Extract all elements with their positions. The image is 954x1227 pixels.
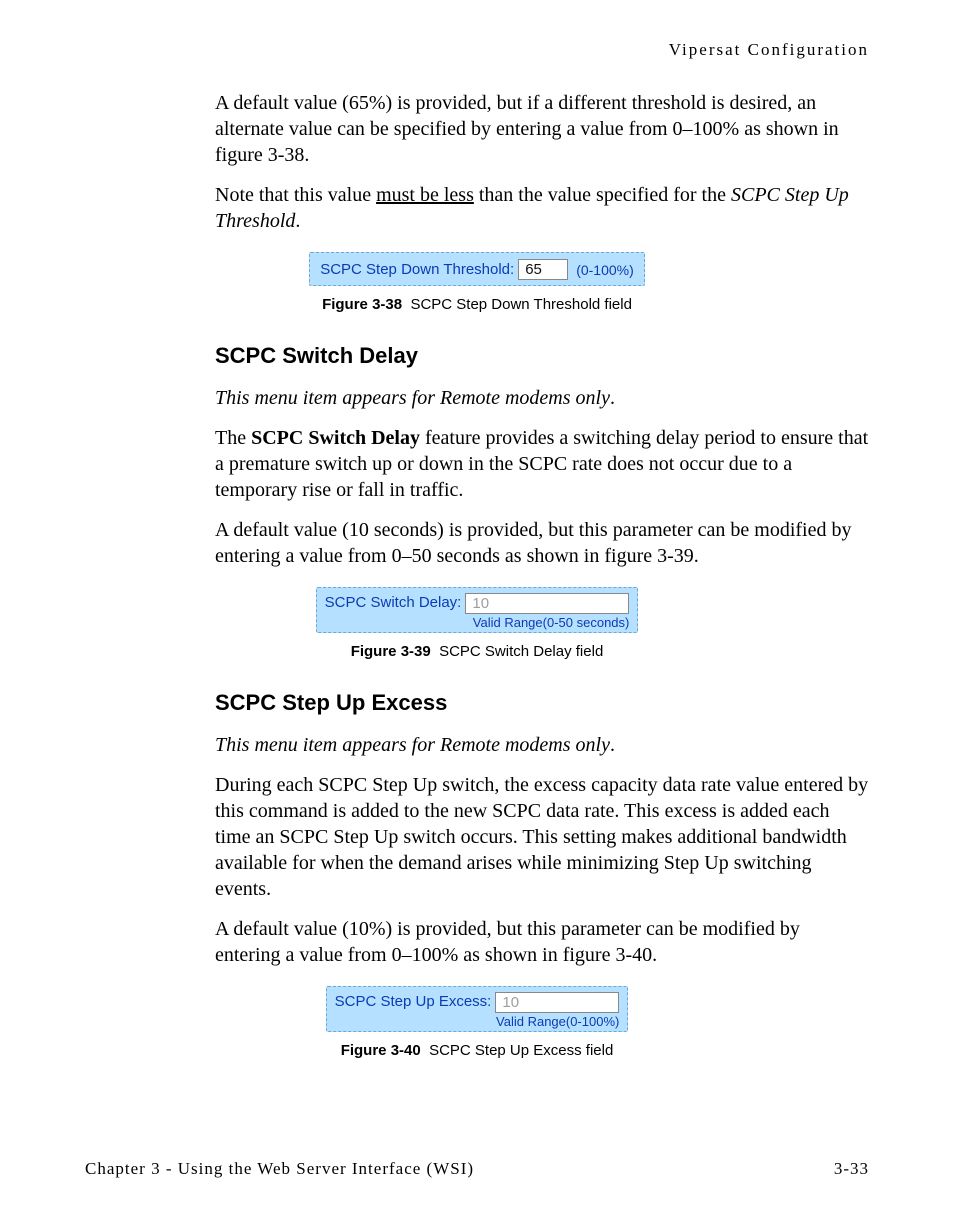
figure-39-caption: Figure 3-39 SCPC Switch Delay field [85,643,869,660]
intro-paragraph-1: A default value (65%) is provided, but i… [215,90,869,168]
step-up-p1: During each SCPC Step Up switch, the exc… [215,772,869,902]
intro-p2-text-c: than the value specified for the [474,184,731,206]
switch-delay-subtitle: This menu item appears for Remote modems… [215,385,869,411]
switch-delay-p1: The SCPC Switch Delay feature provides a… [215,425,869,503]
footer-left: Chapter 3 - Using the Web Server Interfa… [85,1159,474,1179]
page-footer: Chapter 3 - Using the Web Server Interfa… [85,1159,869,1179]
step-up-sub-text: This menu item appears for Remote modems… [215,734,610,756]
heading-switch-delay: SCPC Switch Delay [215,343,869,369]
intro-p2-text-a: Note that this value [215,184,376,206]
figure-40: SCPC Step Up Excess: 10 Valid Range(0-10… [85,986,869,1032]
figure-38: SCPC Step Down Threshold: 65 (0-100%) [85,252,869,286]
page-header-title: Vipersat Configuration [85,40,869,60]
figure-40-range: Valid Range(0-100%) [495,1014,619,1029]
figure-39-snippet: SCPC Switch Delay: 10 Valid Range(0-50 s… [316,587,639,633]
intro-p2-text-e: . [295,210,300,232]
switch-delay-p2: A default value (10 seconds) is provided… [215,517,869,569]
figure-38-caption-text: SCPC Step Down Threshold field [410,296,632,313]
switch-delay-sub-text: This menu item appears for Remote modems… [215,387,610,409]
intro-p2-underline: must be less [376,184,474,206]
figure-40-caption-text: SCPC Step Up Excess field [429,1042,613,1059]
footer-right: 3-33 [834,1159,869,1179]
switch-delay-sub-end: . [610,387,615,409]
figure-38-caption-no: Figure 3-38 [322,296,402,313]
figure-38-label: SCPC Step Down Threshold: [320,261,514,278]
figure-40-caption: Figure 3-40 SCPC Step Up Excess field [85,1042,869,1059]
step-up-subtitle: This menu item appears for Remote modems… [215,732,869,758]
figure-38-caption: Figure 3-38 SCPC Step Down Threshold fie… [85,296,869,313]
figure-40-label: SCPC Step Up Excess: [335,993,492,1010]
figure-40-snippet: SCPC Step Up Excess: 10 Valid Range(0-10… [326,986,629,1032]
figure-39-caption-text: SCPC Switch Delay field [439,643,603,660]
heading-step-up-excess: SCPC Step Up Excess [215,690,869,716]
figure-40-input[interactable]: 10 [495,992,619,1013]
figure-39-input[interactable]: 10 [465,593,629,614]
intro-paragraph-2: Note that this value must be less than t… [215,182,869,234]
switch-delay-p1b: SCPC Switch Delay [251,427,420,449]
switch-delay-p1a: The [215,427,251,449]
figure-40-caption-no: Figure 3-40 [341,1042,421,1059]
figure-38-snippet: SCPC Step Down Threshold: 65 (0-100%) [309,252,645,286]
figure-38-range: (0-100%) [572,262,634,278]
figure-38-input[interactable]: 65 [518,259,568,280]
step-up-p2: A default value (10%) is provided, but t… [215,916,869,968]
figure-39-caption-no: Figure 3-39 [351,643,431,660]
figure-39-range: Valid Range(0-50 seconds) [465,615,629,630]
step-up-sub-end: . [610,734,615,756]
figure-39: SCPC Switch Delay: 10 Valid Range(0-50 s… [85,587,869,633]
figure-39-label: SCPC Switch Delay: [325,594,462,611]
